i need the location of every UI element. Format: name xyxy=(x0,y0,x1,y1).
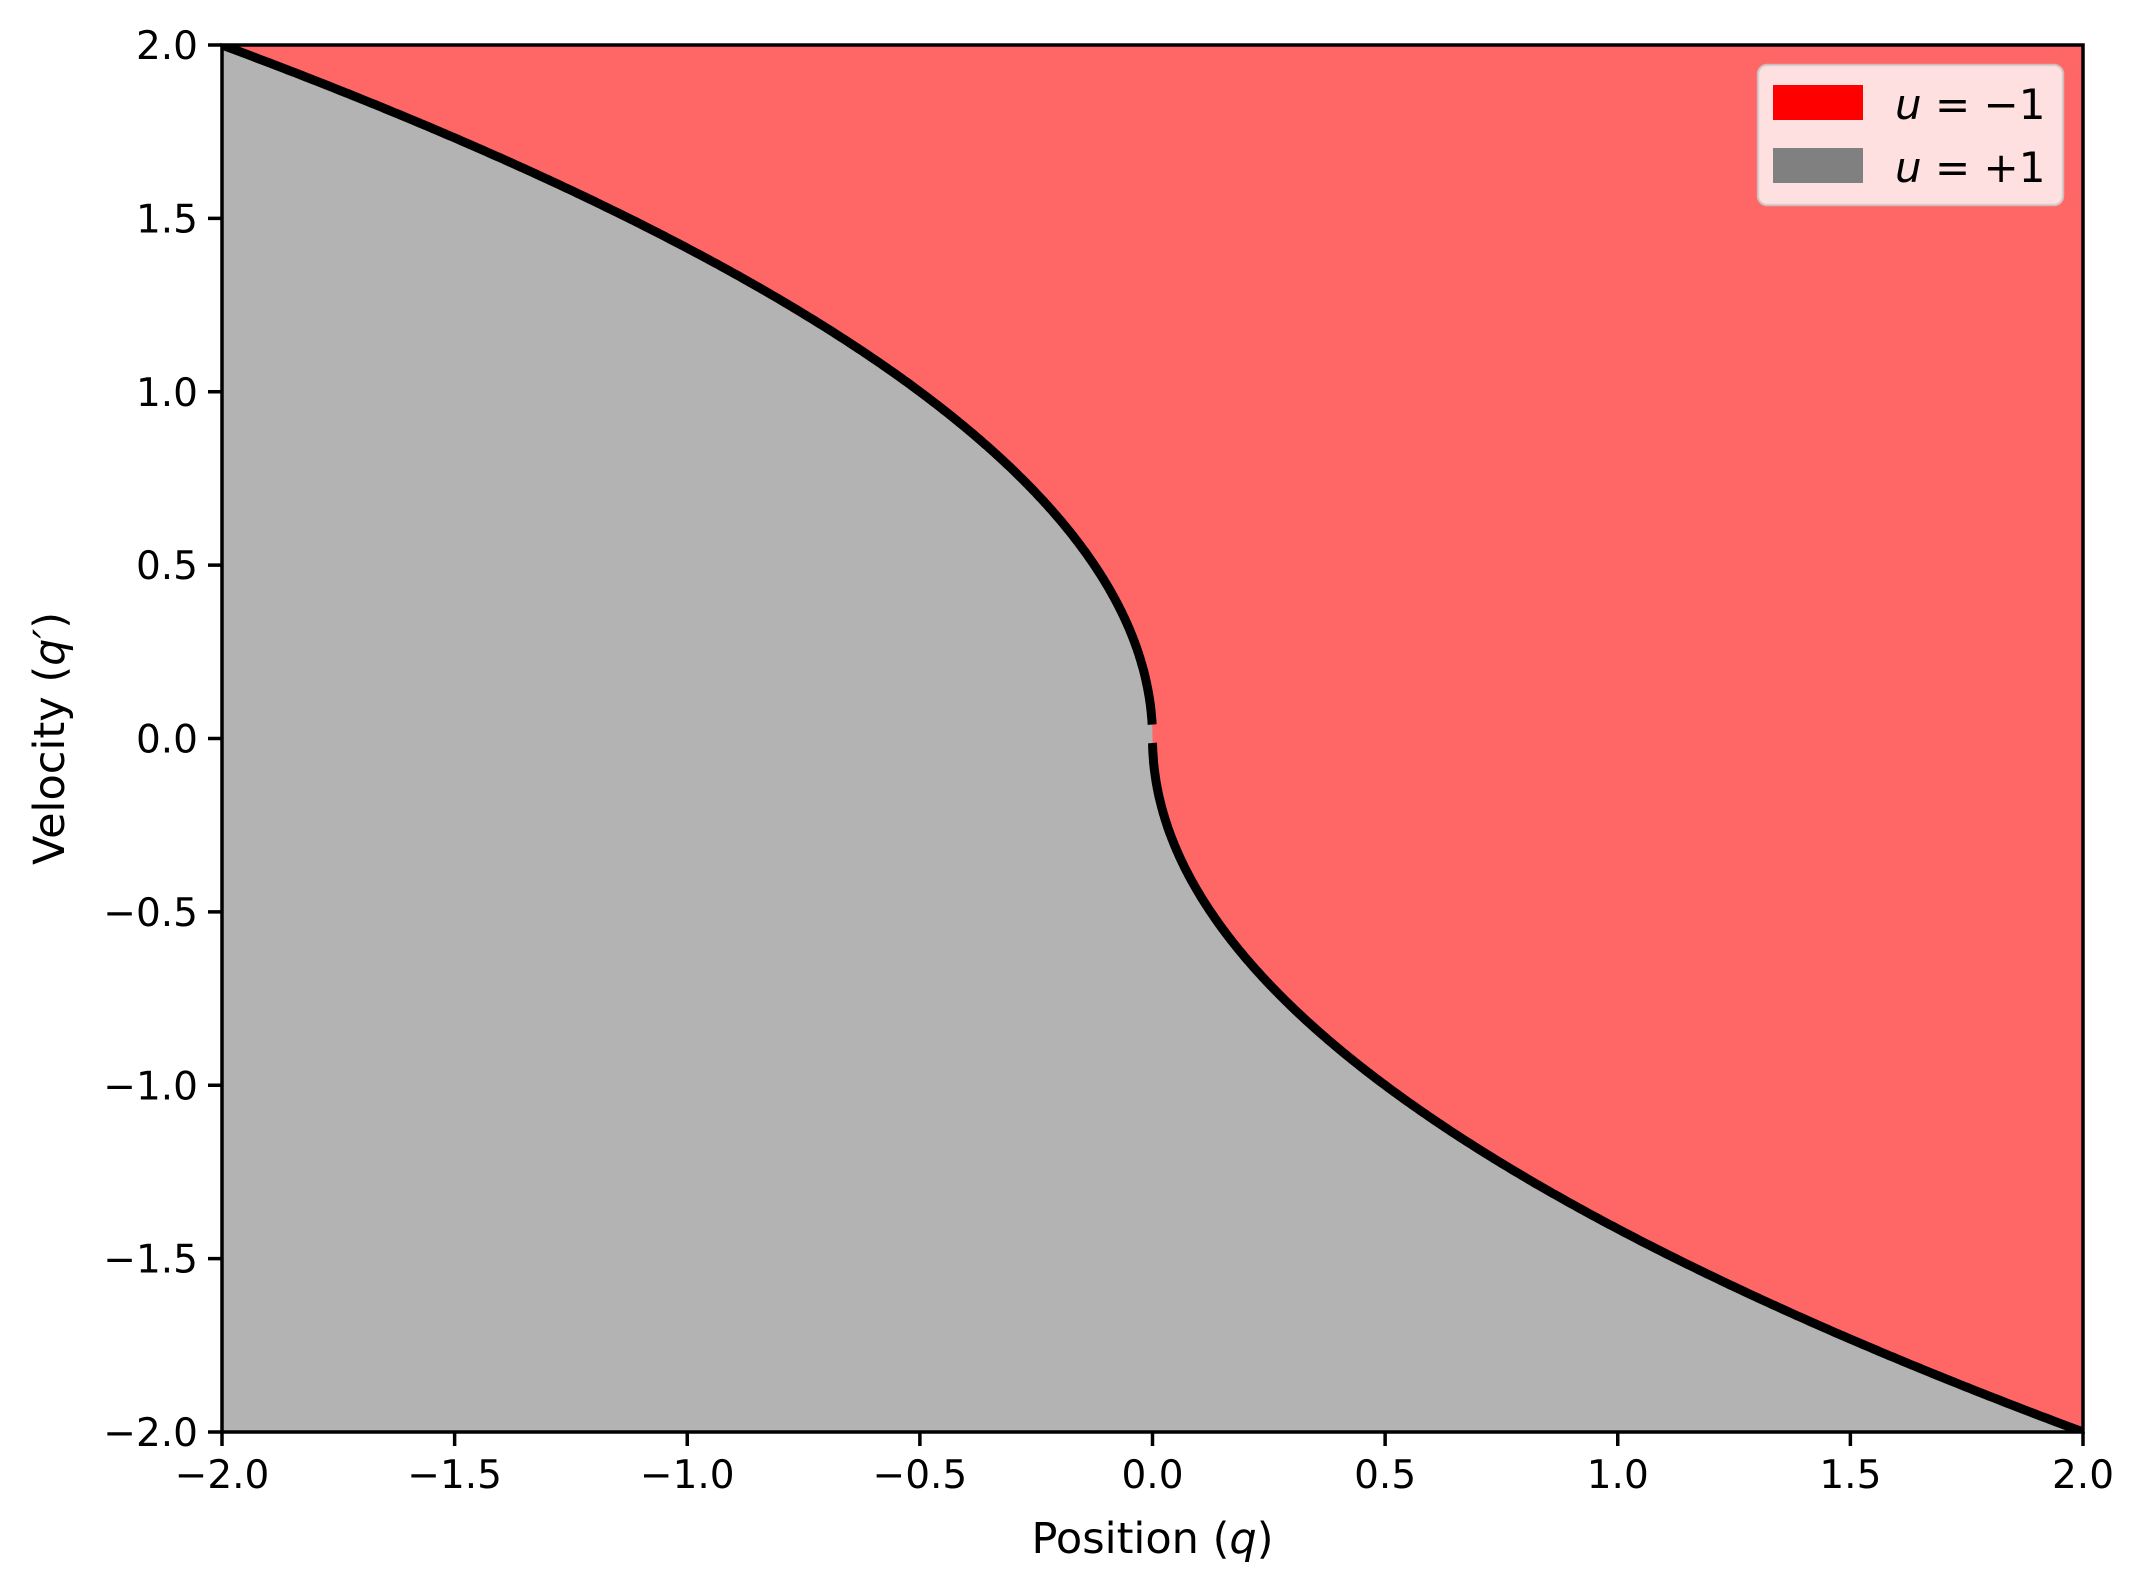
y-axis-label-variable: q′ xyxy=(25,629,75,666)
y-axis-label: Velocity (q′) xyxy=(25,612,75,865)
y-axis-ticks: −2.0 −1.5 −1.0 −0.5 0.0 0.5 1.0 1.5 2.0 xyxy=(103,24,222,1456)
legend-label-u-minus-1-value: = −1 xyxy=(1922,80,2046,129)
legend-label-u-plus-1-value: = +1 xyxy=(1922,143,2046,192)
legend: u = −1 u = +1 xyxy=(1756,63,2065,207)
legend-swatch-u-plus-1 xyxy=(1773,148,1863,183)
legend-label-u-plus-1: u = +1 xyxy=(1895,143,2045,192)
x-tick-label: 0.5 xyxy=(1354,1453,1416,1498)
x-axis-label-variable: q xyxy=(1229,1514,1256,1564)
y-tick-label: 0.0 xyxy=(136,718,198,763)
x-axis-label-prefix: Position ( xyxy=(1032,1514,1230,1564)
x-axis-label-suffix: ) xyxy=(1257,1514,1274,1564)
y-tick-label: −2.0 xyxy=(103,1411,198,1456)
x-axis-ticks: −2.0 −1.5 −1.0 −0.5 0.0 0.5 1.0 1.5 2.0 xyxy=(175,1432,2114,1498)
y-tick-label: −1.5 xyxy=(103,1238,198,1283)
y-tick-label: −0.5 xyxy=(103,891,198,936)
switching-curve-line xyxy=(222,45,2083,1432)
x-tick-label: 1.5 xyxy=(1819,1453,1881,1498)
switching-curve xyxy=(222,45,2083,1432)
legend-swatch-u-minus-1 xyxy=(1773,85,1863,120)
x-axis-label: Position (q) xyxy=(1032,1514,1274,1564)
x-tick-label: −1.0 xyxy=(640,1453,735,1498)
y-tick-label: −1.0 xyxy=(103,1064,198,1109)
x-tick-label: −1.5 xyxy=(407,1453,502,1498)
region-u-plus-1 xyxy=(222,45,2083,1432)
legend-label-u-plus-1-variable: u xyxy=(1895,143,1922,192)
x-tick-label: 2.0 xyxy=(2052,1453,2114,1498)
y-axis-label-prefix: Velocity ( xyxy=(25,666,75,865)
y-tick-label: 1.0 xyxy=(136,371,198,416)
x-tick-label: −0.5 xyxy=(873,1453,968,1498)
y-tick-label: 1.5 xyxy=(136,197,198,242)
region-fills xyxy=(222,45,2083,1432)
legend-label-u-minus-1-variable: u xyxy=(1895,80,1922,129)
x-tick-label: 0.0 xyxy=(1121,1453,1183,1498)
x-tick-label: 1.0 xyxy=(1587,1453,1649,1498)
legend-label-u-minus-1: u = −1 xyxy=(1895,80,2045,129)
y-tick-label: 0.5 xyxy=(136,544,198,589)
y-axis-label-suffix: ) xyxy=(25,612,75,629)
y-tick-label: 2.0 xyxy=(136,24,198,69)
x-tick-label: −2.0 xyxy=(175,1453,270,1498)
